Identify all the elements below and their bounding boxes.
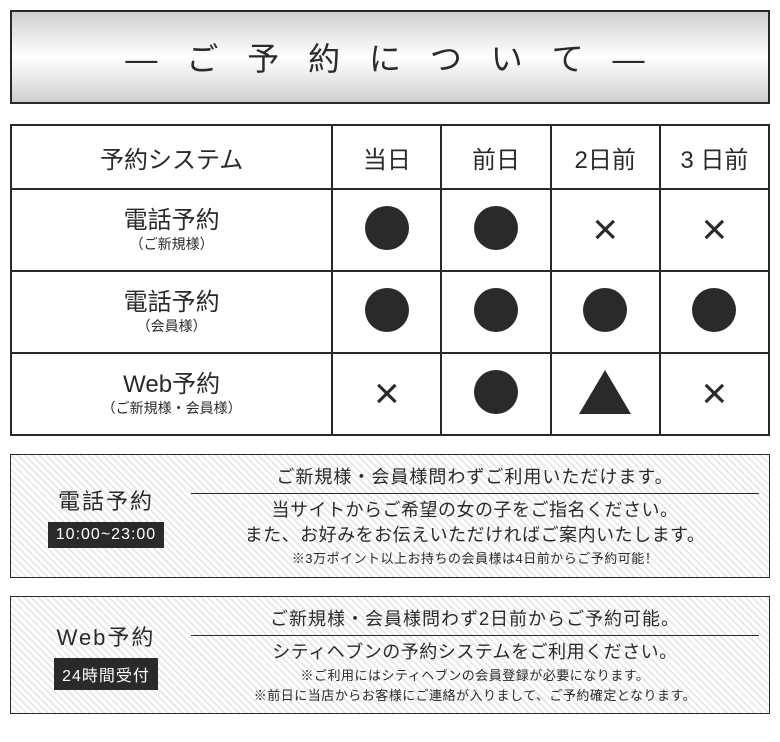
card-badge: 10:00~23:00 [48, 522, 164, 548]
th-prev2: 2日前 [551, 125, 660, 189]
circle-icon [692, 288, 736, 332]
mark-cell [332, 189, 441, 271]
cross-icon: × [374, 372, 400, 416]
table-row: 電話予約 （ご新規様） × × [11, 189, 769, 271]
circle-icon [365, 288, 409, 332]
mark-cell: × [660, 353, 769, 435]
row-label: 電話予約 （ご新規様） [11, 189, 332, 271]
th-prev1: 前日 [441, 125, 550, 189]
circle-icon [365, 206, 409, 250]
row-label-main: 電話予約 [124, 289, 220, 316]
row-label-sub: （ご新規様・会員様） [12, 401, 331, 416]
card-note: ※3万ポイント以上お持ちの会員様は4日前からご予約可能！ [191, 548, 759, 568]
th-prev3: 3 日前 [660, 125, 769, 189]
cross-icon: × [592, 208, 618, 252]
circle-icon [583, 288, 627, 332]
mark-cell [441, 353, 550, 435]
card-title: 電話予約 [21, 484, 191, 516]
mark-cell [660, 271, 769, 353]
th-system: 予約システム [11, 125, 332, 189]
mark-cell: × [332, 353, 441, 435]
table-row: Web予約 （ご新規様・会員様） × × [11, 353, 769, 435]
card-headline: ご新規様・会員様問わずご利用いただけます。 [191, 463, 759, 494]
row-label-main: 電話予約 [124, 207, 220, 234]
card-left: Web予約 24時間受付 [21, 620, 191, 690]
table-body: 電話予約 （ご新規様） × × 電話予約 （会員様） [11, 189, 769, 435]
cross-icon: × [702, 208, 728, 252]
row-label-sub: （会員様） [12, 319, 331, 334]
mark-cell [551, 353, 660, 435]
mark-cell: × [660, 189, 769, 271]
table-row: 電話予約 （会員様） [11, 271, 769, 353]
row-label: 電話予約 （会員様） [11, 271, 332, 353]
card-line: 当サイトからご希望の女の子をご指名ください。 [191, 498, 759, 523]
row-label-main: Web予約 [123, 371, 220, 398]
card-note: ※ご利用にはシティヘブンの会員登録が必要になります。 [191, 665, 759, 685]
circle-icon [474, 206, 518, 250]
triangle-icon [579, 370, 631, 414]
mark-cell [551, 271, 660, 353]
mark-cell [441, 189, 550, 271]
mark-cell: × [551, 189, 660, 271]
mark-cell [441, 271, 550, 353]
card-left: 電話予約 10:00~23:00 [21, 484, 191, 548]
card-headline: ご新規様・会員様問わず2日前からご予約可能。 [191, 605, 759, 636]
circle-icon [474, 288, 518, 332]
page-wrap: — ご 予 約 に つ い て — 予約システム 当日 前日 2日前 3 日前 … [0, 10, 780, 714]
circle-icon [474, 370, 518, 414]
info-card-web: Web予約 24時間受付 ご新規様・会員様問わず2日前からご予約可能。 シティヘ… [10, 596, 770, 715]
mark-cell [332, 271, 441, 353]
card-badge: 24時間受付 [54, 658, 158, 690]
card-right: ご新規様・会員様問わずご利用いただけます。 当サイトからご希望の女の子をご指名く… [191, 463, 759, 569]
row-label-sub: （ご新規様） [12, 237, 331, 252]
card-title: Web予約 [21, 620, 191, 652]
card-line: シティヘブンの予約システムをご利用ください。 [191, 640, 759, 665]
page-title: — ご 予 約 に つ い て — [12, 34, 768, 80]
row-label: Web予約 （ご新規様・会員様） [11, 353, 332, 435]
page-banner: — ご 予 約 に つ い て — [10, 10, 770, 104]
cross-icon: × [702, 372, 728, 416]
reservation-table: 予約システム 当日 前日 2日前 3 日前 電話予約 （ご新規様） × × [10, 124, 770, 436]
table-header-row: 予約システム 当日 前日 2日前 3 日前 [11, 125, 769, 189]
th-today: 当日 [332, 125, 441, 189]
card-right: ご新規様・会員様問わず2日前からご予約可能。 シティヘブンの予約システムをご利用… [191, 605, 759, 706]
card-line: また、お好みをお伝えいただければご案内いたします。 [191, 523, 759, 548]
card-note: ※前日に当店からお客様にご連絡が入りまして、ご予約確定となります。 [191, 685, 759, 705]
info-card-phone: 電話予約 10:00~23:00 ご新規様・会員様問わずご利用いただけます。 当… [10, 454, 770, 578]
